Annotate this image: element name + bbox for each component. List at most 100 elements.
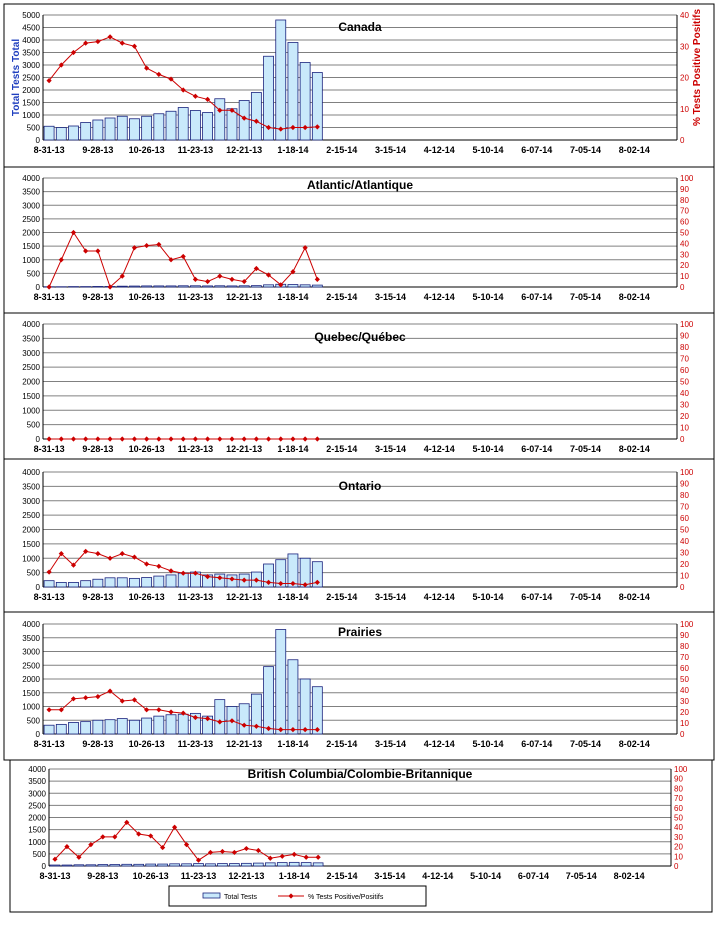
x-tick-label: 6-07-14: [521, 444, 552, 454]
x-tick-label: 8-02-14: [619, 292, 650, 302]
bar-total-tests: [287, 659, 299, 735]
point-percent-positive: [207, 849, 214, 856]
y2-tick-label: 40: [680, 686, 689, 695]
y2-tick-label: 100: [680, 174, 694, 183]
y2-tick-label: 10: [680, 272, 689, 281]
x-tick-label: 4-12-14: [424, 739, 455, 749]
point-percent-positive: [64, 844, 70, 850]
y-tick-label: 2000: [22, 86, 40, 95]
bar-total-tests: [104, 117, 116, 141]
y-tick-label: 1500: [22, 689, 40, 698]
point-percent-positive: [192, 714, 199, 721]
point-percent-positive: [302, 727, 308, 733]
point-percent-positive: [107, 555, 113, 561]
point-percent-positive: [229, 436, 235, 442]
panel-title: British Columbia/Colombie-Britannique: [248, 767, 473, 781]
panel-1: 0 500 1000 1500 2000 2500 3000 3500 4000 4500 5000…: [3, 3, 715, 168]
bar-total-tests: [129, 118, 140, 141]
bar-total-tests: [287, 42, 299, 141]
x-tick-label: 8-02-14: [619, 444, 650, 454]
y2-tick-label: 100: [674, 765, 688, 774]
point-percent-positive: [253, 577, 259, 583]
bar-total-tests: [202, 285, 213, 288]
point-percent-positive: [131, 43, 138, 49]
x-tick-label: 11-23-13: [178, 292, 214, 302]
y2-tick-label: 0: [680, 730, 685, 739]
point-percent-positive: [279, 853, 285, 859]
y-tick-label: 4000: [22, 174, 40, 183]
bar-total-tests: [92, 119, 104, 141]
y2-tick-label: 90: [674, 775, 683, 784]
x-tick-label: 12-21-13: [226, 739, 262, 749]
y2-tick-label: 30: [680, 250, 689, 259]
bar-total-tests: [263, 55, 274, 141]
y-tick-label: 0: [42, 862, 47, 871]
point-percent-positive: [46, 569, 52, 575]
y-tick-label: 3500: [22, 188, 40, 197]
y-tick-label: 3500: [22, 334, 40, 343]
point-percent-positive: [95, 248, 101, 254]
panel-3: 0 500 1000 1500 2000 2500 3000 3500 4000 0 10 20 30 4…: [3, 312, 715, 460]
x-tick-label: 3-15-14: [375, 444, 406, 454]
point-percent-positive: [180, 710, 186, 716]
x-tick-label: 11-23-13: [181, 871, 217, 881]
bar-total-tests: [181, 863, 192, 867]
x-tick-label: 5-10-14: [473, 145, 504, 155]
x-tick-label: 11-23-13: [178, 739, 214, 749]
y2-tick-label: 70: [680, 355, 689, 364]
point-percent-positive: [241, 115, 247, 121]
y-tick-label: 500: [27, 716, 41, 725]
bar-total-tests: [49, 864, 61, 867]
point-percent-positive: [131, 697, 138, 703]
point-percent-positive: [83, 436, 89, 442]
x-tick-label: 7-05-14: [570, 292, 601, 302]
x-tick-label: 12-21-13: [226, 292, 262, 302]
legend-bar-label: Total Tests: [224, 894, 257, 901]
bar-total-tests: [190, 712, 201, 735]
point-percent-positive: [58, 257, 64, 263]
bar-total-tests: [141, 717, 153, 735]
bar-total-tests: [311, 72, 323, 141]
point-percent-positive: [278, 727, 284, 733]
bar-total-tests: [263, 666, 274, 735]
y2-tick-label: 90: [680, 332, 689, 341]
bar-total-tests: [157, 863, 168, 867]
point-percent-positive: [180, 436, 186, 442]
y2-tick-label: 80: [680, 196, 689, 205]
point-percent-positive: [144, 707, 150, 713]
point-percent-positive: [156, 563, 162, 569]
y2-tick-label: 10: [680, 719, 689, 728]
point-percent-positive: [100, 834, 106, 840]
x-tick-label: 4-12-14: [424, 592, 455, 602]
x-tick-label: 5-10-14: [473, 444, 504, 454]
y2-tick-label: 50: [680, 526, 689, 535]
x-tick-label: 9-28-13: [87, 871, 118, 881]
point-percent-positive: [265, 124, 272, 131]
point-percent-positive: [131, 436, 138, 442]
y-tick-label: 2000: [22, 675, 40, 684]
y2-tick-label: 10: [680, 424, 689, 433]
y-tick-label: 2500: [22, 511, 40, 520]
y-tick-label: 4000: [22, 468, 40, 477]
x-tick-label: 4-12-14: [424, 145, 455, 155]
bar-total-tests: [141, 285, 153, 288]
y-tick-label: 1000: [22, 406, 40, 415]
x-tick-label: 2-15-14: [327, 871, 358, 881]
bar-total-tests: [109, 864, 121, 867]
bar-total-tests: [61, 864, 73, 867]
point-percent-positive: [156, 241, 162, 248]
panel-title: Atlantic/Atlantique: [307, 178, 413, 192]
point-percent-positive: [83, 248, 89, 254]
point-percent-positive: [217, 436, 223, 442]
bar-total-tests: [43, 125, 55, 141]
point-percent-positive: [83, 40, 89, 46]
point-percent-positive: [180, 253, 186, 260]
x-tick-label: 6-07-14: [521, 292, 552, 302]
point-percent-positive: [192, 276, 199, 282]
bar-total-tests: [263, 563, 274, 588]
bar-total-tests: [153, 715, 165, 735]
point-percent-positive: [217, 719, 223, 725]
x-tick-label: 8-02-14: [614, 871, 645, 881]
point-percent-positive: [204, 96, 211, 102]
